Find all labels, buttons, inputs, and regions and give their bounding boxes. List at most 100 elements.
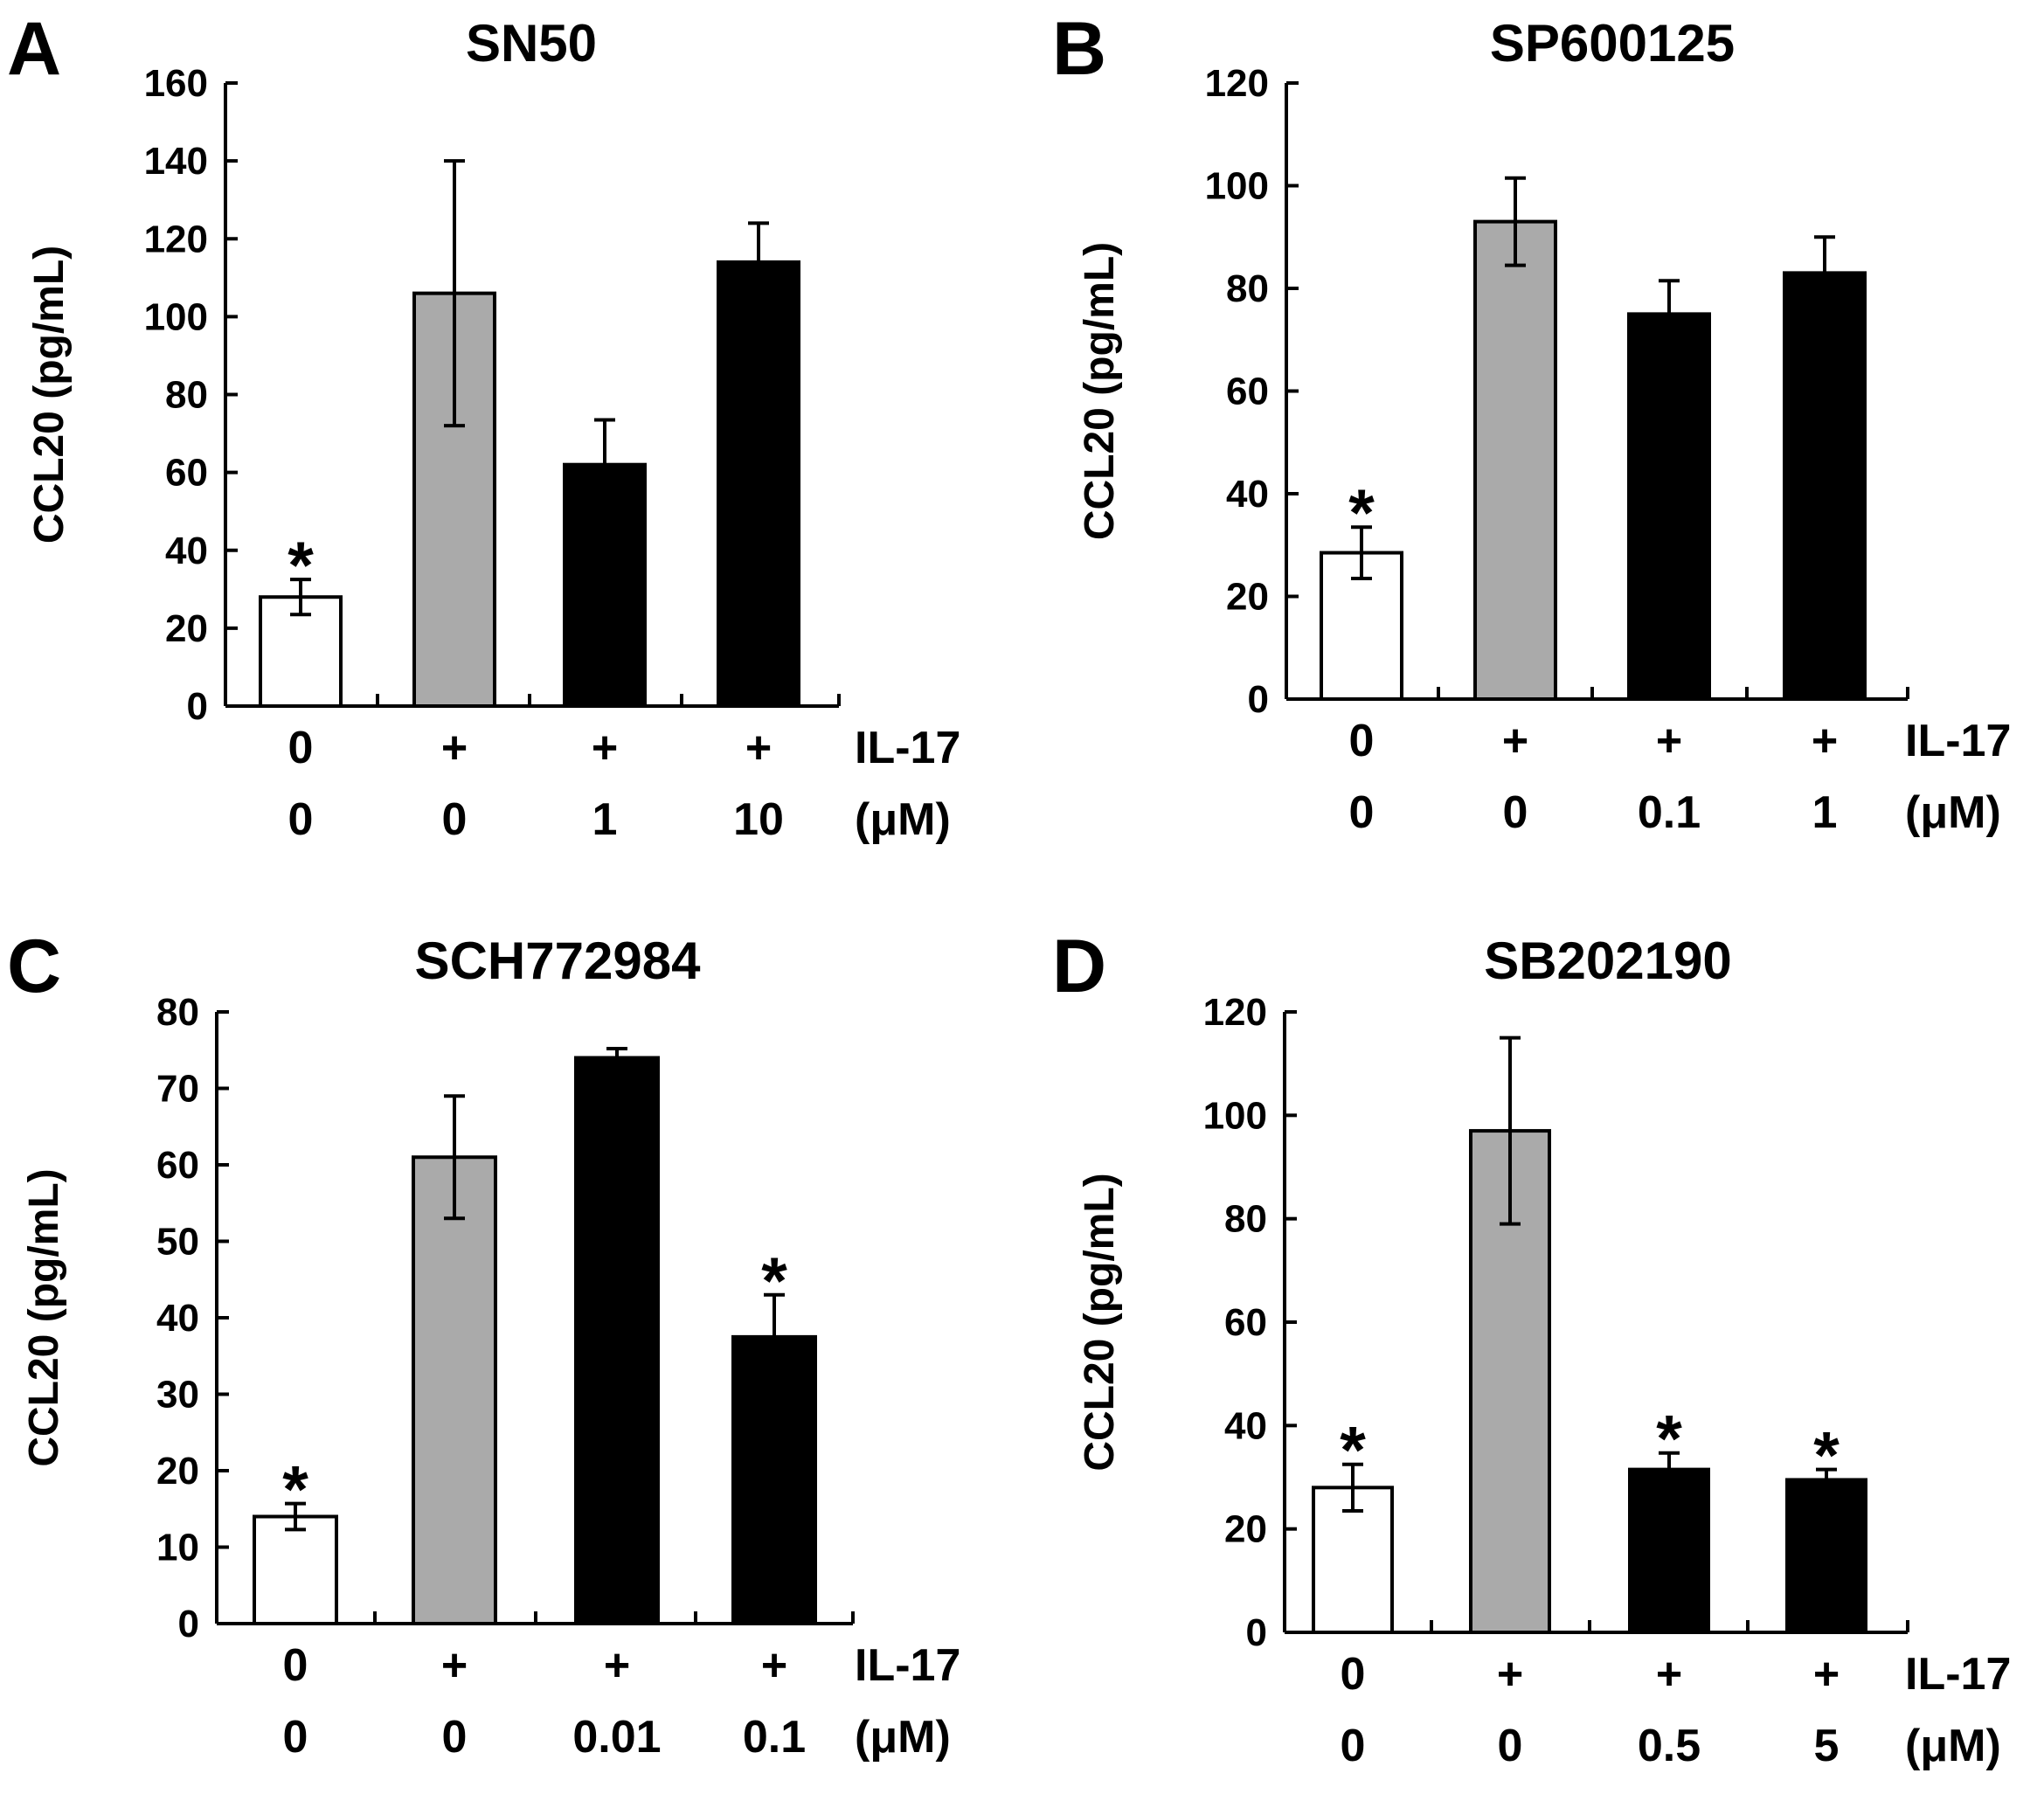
il17-label: + <box>441 1640 468 1691</box>
chart-title: SB202190 <box>1484 932 1732 990</box>
chart-title: SN50 <box>466 14 597 73</box>
dose-label: 0 <box>1341 1721 1366 1771</box>
y-axis-label: CCL20 (pg/mL) <box>1077 1173 1123 1471</box>
dose-label: 0.5 <box>1638 1721 1701 1771</box>
y-axis-label: CCL20 (pg/mL) <box>21 1168 67 1466</box>
y-axis-label: CCL20 (pg/mL) <box>26 246 73 544</box>
dose-label: 0 <box>288 794 314 845</box>
il17-label: + <box>592 723 618 773</box>
y-tick-label: 20 <box>1226 576 1269 619</box>
il17-label: + <box>1656 716 1682 766</box>
y-tick-label: 80 <box>1224 1198 1267 1241</box>
bar <box>1628 1467 1710 1634</box>
bar <box>1627 312 1711 701</box>
dose-unit-label: (μM) <box>855 1712 951 1763</box>
significance-star: * <box>1656 1403 1682 1477</box>
y-tick-label: 60 <box>1224 1301 1267 1344</box>
il17-label: + <box>761 1640 787 1691</box>
il17-label: 0 <box>1341 1649 1366 1700</box>
dose-label: 10 <box>733 794 784 845</box>
y-tick-label: 60 <box>1226 371 1269 413</box>
y-tick-label: 80 <box>1226 267 1269 310</box>
y-tick-label: 100 <box>144 295 208 338</box>
y-tick-label: 10 <box>156 1527 199 1569</box>
dose-unit-label: (μM) <box>1905 787 2001 838</box>
significance-star: * <box>288 529 314 603</box>
il17-label: + <box>1812 716 1838 766</box>
y-tick-label: 0 <box>1246 1611 1267 1654</box>
significance-star: * <box>1340 1414 1366 1488</box>
y-tick-label: 20 <box>165 607 208 650</box>
y-tick-label: 120 <box>144 218 208 260</box>
y-tick-label: 80 <box>156 991 199 1034</box>
dose-label: 0 <box>442 794 468 845</box>
panel-letter: B <box>1052 7 1106 91</box>
significance-star: * <box>282 1453 308 1527</box>
y-tick-label: 30 <box>156 1374 199 1417</box>
bar <box>412 1155 497 1625</box>
panel-c: C SCH772984 0 10 20 30 40 50 60 70 80 CCL20 (pg/mL)… <box>7 925 960 1763</box>
dose-unit-label: (μM) <box>855 794 951 845</box>
significance-star: * <box>1813 1419 1840 1493</box>
il17-label: + <box>745 723 772 773</box>
il17-label: + <box>604 1640 630 1691</box>
il17-label: + <box>1502 716 1528 766</box>
dose-label: 1 <box>1812 787 1838 838</box>
bar <box>253 1514 338 1625</box>
y-tick-label: 100 <box>1203 1094 1267 1137</box>
significance-star: * <box>761 1244 787 1319</box>
bar <box>259 595 343 708</box>
y-tick-label: 60 <box>156 1144 199 1187</box>
y-tick-label: 70 <box>156 1068 199 1111</box>
y-tick-label: 0 <box>1248 678 1269 721</box>
y-tick-label: 140 <box>144 140 208 183</box>
y-tick-label: 40 <box>1226 473 1269 516</box>
il17-row-label: IL-17 <box>1905 716 2011 766</box>
il17-row-label: IL-17 <box>855 1640 960 1691</box>
panel-letter: A <box>7 7 61 91</box>
y-tick-label: 60 <box>165 452 208 495</box>
y-tick-label: 20 <box>156 1450 199 1493</box>
il17-label: 0 <box>1349 716 1375 766</box>
dose-label: 1 <box>592 794 618 845</box>
il17-label: + <box>441 723 468 773</box>
dose-label: 0.1 <box>1638 787 1701 838</box>
y-tick-label: 80 <box>165 374 208 417</box>
il17-label: + <box>1656 1649 1682 1700</box>
dose-label: 0 <box>1503 787 1528 838</box>
y-tick-label: 120 <box>1203 991 1267 1034</box>
significance-star: * <box>1348 476 1375 551</box>
y-axis-label: CCL20 (pg/mL) <box>1077 242 1123 540</box>
il17-label: 0 <box>283 1640 308 1691</box>
bar <box>731 1334 817 1625</box>
chart-title: SP600125 <box>1490 14 1735 73</box>
dose-label: 0 <box>1498 1721 1523 1771</box>
dose-unit-label: (μM) <box>1905 1721 2001 1771</box>
dose-label: 0.01 <box>572 1712 661 1763</box>
y-tick-label: 50 <box>156 1221 199 1264</box>
il17-label: 0 <box>288 723 314 773</box>
panel-letter: C <box>7 925 61 1008</box>
panel-letter: D <box>1052 925 1106 1008</box>
bar <box>1785 1478 1867 1635</box>
il17-label: + <box>1813 1649 1840 1700</box>
bar <box>563 462 647 709</box>
bar <box>1473 219 1557 701</box>
dose-label: 5 <box>1814 1721 1840 1771</box>
y-tick-label: 40 <box>165 530 208 572</box>
y-tick-label: 120 <box>1205 62 1269 105</box>
y-tick-label: 0 <box>178 1603 199 1645</box>
panel-d: D SB202190 0 20 40 60 80 100 120 CCL20 (pg/mL) * 0 0… <box>1052 925 2011 1771</box>
y-tick-label: 100 <box>1205 165 1269 208</box>
y-tick-label: 0 <box>187 685 208 728</box>
il17-label: + <box>1497 1649 1523 1700</box>
dose-label: 0 <box>1349 787 1375 838</box>
y-tick-label: 160 <box>144 62 208 105</box>
bar <box>1783 271 1867 701</box>
dose-label: 0 <box>283 1712 308 1763</box>
y-tick-label: 40 <box>1224 1404 1267 1447</box>
